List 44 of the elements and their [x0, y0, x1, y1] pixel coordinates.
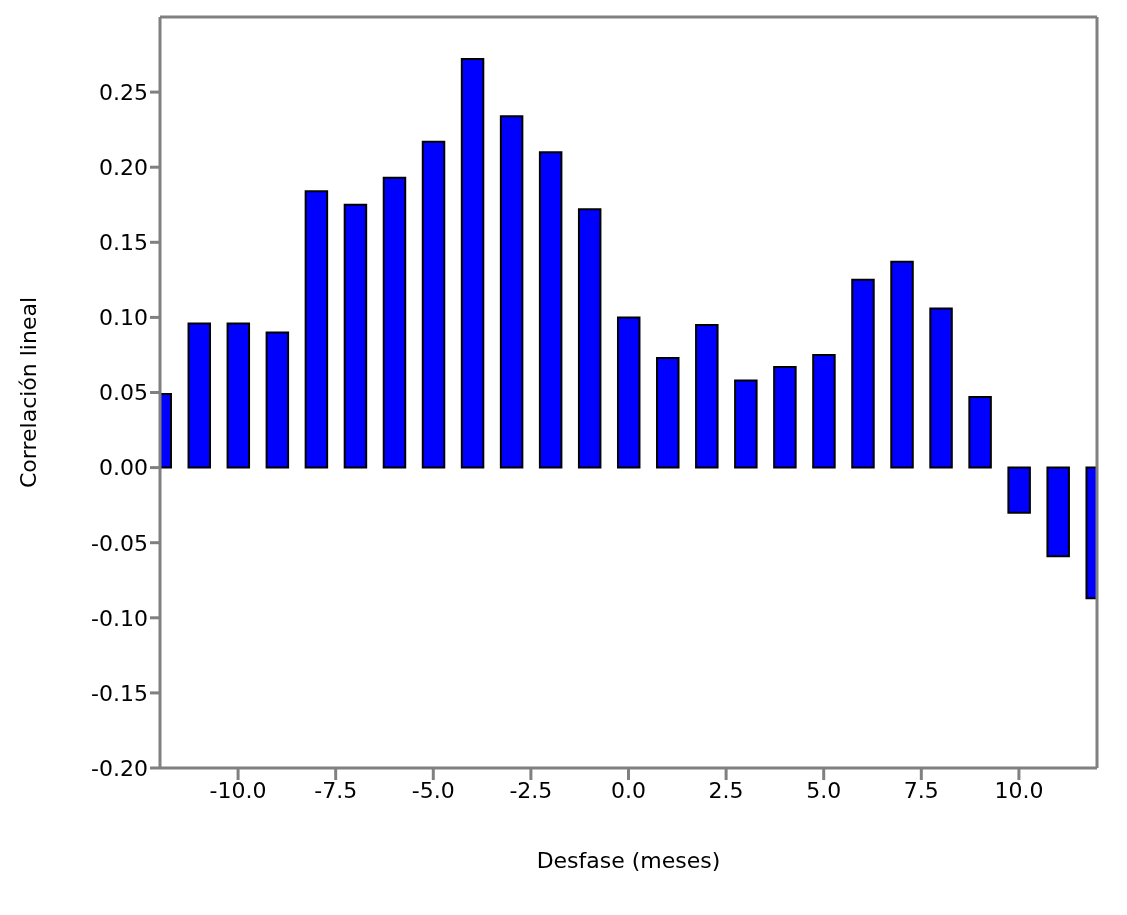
bar — [265, 331, 290, 469]
bar — [421, 140, 446, 469]
y-tick-label: 0.25 — [99, 79, 148, 105]
x-tick-label: 2.5 — [708, 777, 744, 803]
y-tick-label: -0.15 — [91, 680, 148, 706]
bar — [695, 323, 719, 469]
bar — [499, 115, 524, 469]
y-tick-label: 0.20 — [99, 155, 148, 181]
bar — [616, 316, 641, 469]
y-axis-title: Correlación lineal — [15, 296, 41, 489]
bar — [226, 322, 251, 469]
x-tick-label: 5.0 — [806, 777, 842, 803]
bar — [851, 278, 875, 469]
x-axis-title: Desfase (meses) — [536, 848, 721, 873]
y-tick-label: -0.05 — [91, 530, 148, 556]
bar — [890, 260, 914, 469]
x-tick-label: 10.0 — [994, 777, 1044, 803]
bar — [460, 58, 485, 469]
x-tick-label: 0.0 — [611, 777, 646, 803]
bar — [1007, 466, 1031, 514]
x-tick-label: -5.0 — [411, 777, 455, 803]
y-tick-label: 0.00 — [99, 455, 148, 481]
bar — [304, 190, 329, 469]
bar — [929, 307, 953, 469]
bar — [382, 176, 407, 469]
y-tick-label: 0.15 — [99, 230, 148, 256]
bar — [734, 379, 758, 469]
bar — [968, 396, 992, 469]
bar — [812, 353, 836, 469]
x-tick-label: -7.5 — [314, 777, 358, 803]
bar — [538, 151, 563, 469]
x-tick-label: -10.0 — [209, 777, 267, 803]
y-tick-label: 0.10 — [99, 305, 148, 331]
x-tick-label: -2.5 — [509, 777, 553, 803]
bar — [187, 322, 212, 469]
y-tick-label: 0.05 — [99, 380, 148, 406]
bar — [656, 356, 680, 469]
x-tick-label: 7.5 — [903, 777, 939, 803]
y-tick-label: -0.10 — [91, 605, 148, 631]
bar — [343, 203, 368, 469]
bar — [577, 208, 602, 469]
bar — [1046, 466, 1070, 558]
y-tick-label: -0.20 — [91, 755, 148, 781]
bar — [773, 365, 797, 469]
